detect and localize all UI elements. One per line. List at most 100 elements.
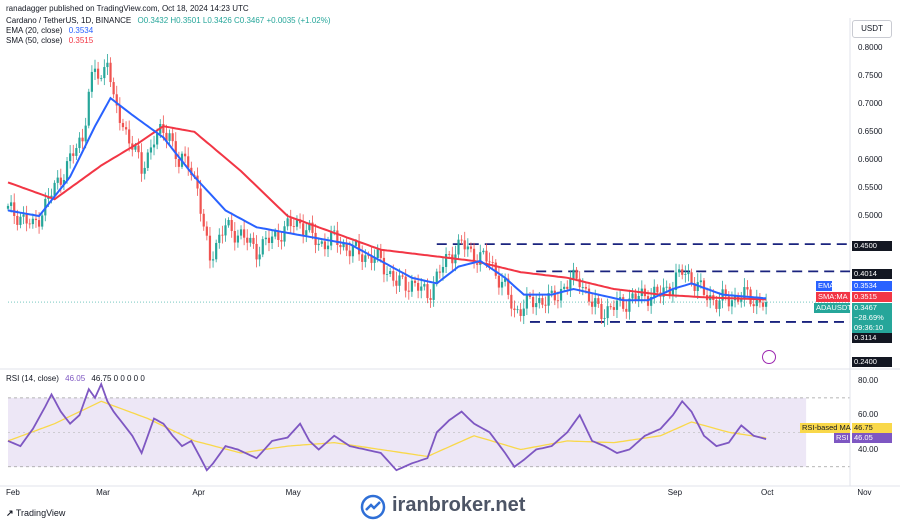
candle-body: [584, 287, 588, 289]
candle-body: [345, 243, 348, 251]
candle-body: [587, 288, 591, 302]
candle-body: [429, 298, 432, 300]
candle-body: [342, 243, 345, 248]
candle-body: [336, 230, 339, 246]
candle-body: [544, 304, 547, 306]
ema-legend-label: EMA (20, close): [6, 26, 63, 35]
candle-body: [109, 62, 112, 83]
candle-body: [715, 299, 718, 309]
time-tick-label: May: [285, 488, 301, 497]
candle-body: [730, 300, 734, 307]
candle-body: [34, 218, 38, 221]
candle-body: [13, 202, 16, 216]
candle-body: [597, 298, 600, 304]
candle-body: [6, 205, 10, 209]
candle-body: [438, 271, 441, 273]
candle-body: [320, 241, 323, 244]
candle-body: [566, 286, 569, 289]
candle-body: [239, 229, 243, 236]
level-mid-badge: 0.4014: [852, 269, 892, 279]
candle-body: [218, 234, 221, 243]
candle-body: [323, 241, 327, 250]
candle-body: [236, 235, 240, 243]
rsi-band: [8, 397, 807, 467]
sma-legend[interactable]: SMA (50, close) 0.3515: [6, 36, 93, 45]
rsi-line: [7, 381, 767, 472]
candle-body: [305, 230, 308, 236]
replay-icon[interactable]: [762, 350, 776, 364]
ohlc-values: O0.3432 H0.3501 L0.3426 C0.3467 +0.0035 …: [137, 16, 331, 25]
candle-body: [724, 289, 727, 297]
candle-body: [535, 303, 538, 308]
tv-logo-text: TradingView: [15, 508, 66, 518]
candle-body: [656, 286, 659, 293]
candle-body: [758, 298, 761, 303]
candle-body: [22, 214, 25, 217]
candle-body: [653, 286, 656, 297]
candle-body: [16, 215, 19, 225]
candle-body: [208, 235, 212, 261]
candle-body: [280, 239, 283, 242]
candle-body: [420, 286, 423, 291]
candle-body: [124, 127, 128, 130]
candle-body: [211, 259, 215, 261]
candle-body: [100, 78, 103, 79]
candle-body: [69, 153, 72, 162]
candle-body: [261, 239, 264, 255]
candle-body: [364, 255, 367, 262]
candle-body: [140, 152, 143, 174]
sma-legend-value: 0.3515: [68, 36, 94, 45]
candle-body: [761, 302, 765, 307]
candle-body: [97, 68, 100, 79]
candle-body: [740, 298, 743, 302]
candle-body: [398, 275, 401, 286]
candle-body: [215, 242, 218, 260]
candle-body: [199, 188, 202, 214]
ema-legend[interactable]: EMA (20, close) 0.3534: [6, 26, 93, 35]
candle-body: [90, 71, 93, 92]
candle-body: [10, 202, 13, 206]
candle-body: [410, 280, 414, 292]
candle-body: [404, 276, 407, 291]
candle-body: [47, 197, 50, 199]
candle-body: [50, 195, 53, 198]
candle-body: [516, 309, 519, 311]
candle-body: [255, 243, 258, 260]
candle-body: [171, 133, 174, 142]
level-high-badge: 0.4500: [852, 241, 892, 251]
tradingview-logo[interactable]: ↗ TradingView: [6, 508, 65, 519]
candle-body: [441, 266, 445, 273]
candle-body: [249, 237, 252, 243]
candle-body: [152, 144, 156, 148]
candle-body: [519, 309, 522, 316]
price-tick-label: 0.7000: [858, 98, 883, 108]
candle-body: [106, 62, 109, 68]
candle-body: [62, 179, 66, 185]
symbol-header: Cardano / TetherUS, 1D, BINANCE O0.3432 …: [6, 16, 331, 25]
candle-body: [755, 298, 758, 307]
candle-body: [466, 246, 469, 250]
candle-body: [392, 271, 395, 281]
candle-body: [227, 219, 230, 226]
candle-body: [612, 307, 615, 310]
candle-body: [233, 230, 236, 243]
candle-body: [578, 278, 581, 288]
candle-body: [302, 223, 305, 236]
rsi-legend[interactable]: RSI (14, close) 46.05 46.75 0 0 0 0 0: [6, 374, 145, 383]
candle-body: [469, 246, 473, 249]
candle-body: [196, 175, 199, 189]
candle-body: [435, 271, 438, 284]
candle-body: [274, 231, 277, 237]
ema-legend-value: 0.3534: [68, 26, 94, 35]
candle-body: [482, 250, 485, 253]
candle-body: [550, 290, 553, 294]
ema-value-badge: 0.3534: [852, 281, 892, 291]
price-tick-label: 0.5500: [858, 182, 883, 192]
time-tick-label: Nov: [857, 488, 872, 497]
currency-button[interactable]: USDT: [852, 20, 892, 38]
price-tick-label: 0.7500: [858, 70, 883, 80]
sma-legend-label: SMA (50, close): [6, 36, 63, 45]
candle-body: [376, 249, 379, 259]
